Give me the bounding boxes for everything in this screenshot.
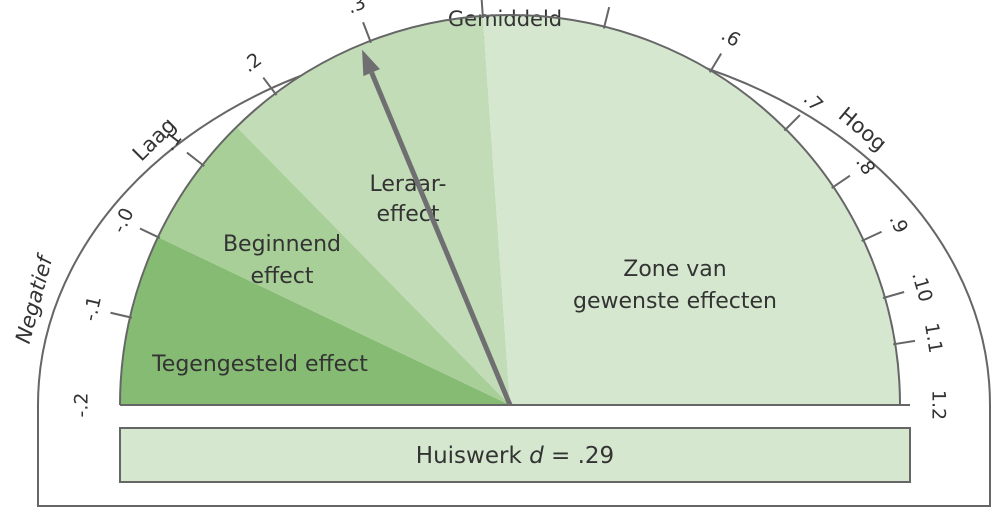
needle-head — [362, 49, 380, 77]
needle — [369, 71, 513, 406]
tick-mark — [893, 339, 916, 346]
category-label: Negatief — [11, 250, 58, 346]
tick-mark — [262, 76, 278, 96]
tick-mark — [110, 311, 133, 319]
tick-mark — [861, 230, 883, 242]
tick-mark — [708, 53, 723, 73]
tick-mark — [882, 291, 905, 300]
tick-label: .5 — [602, 0, 625, 2]
result-box — [119, 427, 911, 483]
tick-mark — [480, 0, 484, 19]
tick-mark — [139, 227, 161, 239]
tick-mark — [186, 151, 205, 167]
tick-label: -.2 — [71, 393, 93, 418]
tick-label: .8 — [851, 152, 879, 179]
zone-label: Leraar- — [370, 172, 447, 197]
tick-label: .9 — [885, 211, 913, 237]
tick-mark — [602, 6, 611, 29]
zone — [236, 15, 510, 406]
tick-mark — [362, 21, 372, 44]
tick-label: 1.1 — [920, 321, 946, 354]
scale-arc — [119, 14, 901, 406]
tick-label: .10 — [907, 269, 936, 304]
zone — [120, 237, 510, 405]
tick-label: .2 — [238, 49, 266, 77]
zone-label: effect — [251, 264, 314, 289]
zone — [157, 126, 510, 405]
zone — [482, 14, 900, 405]
result-label: Huiswerk d = .29 — [416, 443, 614, 469]
zone-label: Zone van — [623, 257, 726, 282]
tick-label: -.1 — [79, 294, 106, 323]
tick-label: .3 — [344, 0, 369, 18]
category-label: Gemiddeld — [448, 7, 562, 31]
tick-mark — [831, 174, 851, 189]
tick-label: .6 — [717, 24, 744, 52]
zone-label: Tegengesteld effect — [151, 352, 368, 377]
tick-label: -.0 — [108, 205, 139, 237]
zone-label: gewenste effecten — [573, 289, 777, 314]
tick-mark — [783, 114, 801, 132]
category-label: Hoog — [834, 102, 891, 156]
tick-label: 1.2 — [928, 390, 950, 420]
zone-label: Beginnend — [223, 232, 341, 257]
